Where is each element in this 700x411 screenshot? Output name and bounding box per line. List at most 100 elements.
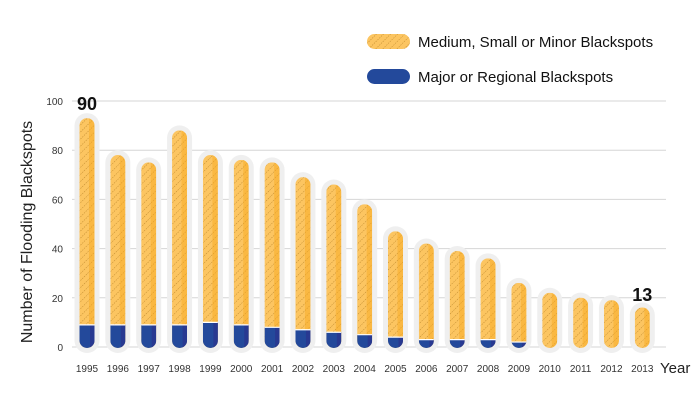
- bar-stack: [202, 155, 218, 348]
- bar-major-2006: [418, 339, 434, 348]
- bar-medium-shade: [428, 243, 434, 348]
- bar-major-2005: [388, 337, 403, 348]
- bar-medium-2004: [357, 204, 373, 348]
- x-tick-label: 2002: [292, 364, 315, 375]
- bar-stack: [634, 307, 650, 348]
- bar-major-shade: [120, 324, 126, 348]
- bar-major-shade: [460, 339, 465, 348]
- bar-medium-shade: [274, 162, 280, 348]
- x-tick-label: 2007: [446, 364, 469, 375]
- x-tick-label: 2001: [261, 364, 284, 375]
- y-tick-label: 60: [52, 195, 64, 206]
- bar-medium-2001: [264, 162, 280, 348]
- bar-stack: [233, 159, 249, 348]
- y-tick-label: 80: [52, 146, 64, 157]
- x-tick-label: 1999: [199, 364, 222, 375]
- x-tick-label: 2010: [539, 364, 562, 375]
- bar-stack: [264, 162, 280, 348]
- data-label: 13: [632, 285, 652, 305]
- bar-medium-shade: [520, 282, 527, 348]
- bar-stack: [603, 300, 619, 348]
- bar-major-shade: [275, 327, 280, 348]
- bar-stack: [326, 184, 342, 348]
- x-tick-label: 1995: [76, 364, 99, 375]
- bar-major-shade: [244, 324, 249, 348]
- legend-label-major: Major or Regional Blackspots: [418, 69, 613, 86]
- x-tick-label: 2004: [354, 364, 377, 375]
- bar-medium-shade: [89, 118, 95, 348]
- bar-medium-shade: [613, 300, 619, 348]
- bar-stack: [295, 177, 311, 348]
- bar-medium-2009: [511, 282, 527, 348]
- bar-medium-shade: [335, 184, 342, 348]
- bar-stack: [449, 250, 465, 348]
- legend: Medium, Small or Minor Blackspots Major …: [367, 34, 653, 86]
- bar-stack: [511, 282, 527, 348]
- bar-medium-1998: [172, 130, 188, 348]
- bar-medium-1995: [79, 118, 95, 348]
- bar-stack: [573, 297, 589, 348]
- legend-swatch-medium: [367, 34, 410, 49]
- x-tick-label: 2011: [570, 364, 592, 375]
- x-tick-label: 2009: [508, 364, 531, 375]
- x-axis-label: Year: [660, 360, 690, 377]
- bar-medium-1999: [202, 155, 218, 348]
- y-tick-label: 20: [52, 294, 64, 305]
- bars: [74, 113, 655, 354]
- bar-medium-2010: [542, 292, 558, 348]
- bar-major-2008: [480, 339, 496, 348]
- x-tick-label: 2013: [631, 364, 654, 375]
- annotations: 90 13: [77, 94, 652, 305]
- bar-major-shade: [367, 334, 373, 348]
- bar-major-shade: [521, 342, 527, 348]
- bar-stack: [79, 118, 95, 348]
- bar-stack: [110, 155, 126, 348]
- x-tick-label: 2003: [323, 364, 346, 375]
- bar-medium-2007: [449, 250, 465, 348]
- bar-medium-shade: [459, 250, 465, 348]
- bar-medium-2003: [326, 184, 342, 348]
- bar-stack: [357, 204, 373, 348]
- bar-medium-shade: [150, 162, 157, 348]
- bar-medium-shade: [181, 130, 188, 348]
- bar-major-2007: [449, 339, 465, 348]
- bar-medium-2008: [480, 258, 496, 348]
- bar-medium-shade: [243, 159, 249, 348]
- bar-medium-shade: [490, 258, 496, 348]
- bar-major-shade: [429, 339, 434, 348]
- x-tick-label: 2005: [384, 364, 407, 375]
- bar-major-shade: [90, 324, 95, 348]
- bar-medium-1997: [141, 162, 157, 348]
- bar-medium-shade: [397, 231, 403, 348]
- bar-major-shade: [398, 337, 403, 348]
- y-tick-label: 40: [52, 245, 64, 256]
- x-tick-label: 2012: [600, 364, 623, 375]
- bar-medium-2000: [233, 159, 249, 348]
- bar-major-shade: [305, 329, 311, 348]
- x-axis-ticks: 1995 1996 1997 1998 1999 2000 2001 2002 2003 2004…: [76, 364, 654, 375]
- x-tick-label: 1996: [107, 364, 130, 375]
- bar-medium-2002: [295, 177, 311, 348]
- bar-major-shade: [182, 324, 188, 348]
- y-tick-label: 0: [57, 343, 63, 354]
- bar-medium-shade: [212, 155, 218, 348]
- bar-medium-1996: [110, 155, 126, 348]
- bar-medium-shade: [119, 155, 126, 348]
- bar-major-shade: [213, 322, 218, 348]
- legend-label-medium: Medium, Small or Minor Blackspots: [418, 34, 653, 51]
- bar-medium-shade: [304, 177, 311, 348]
- x-tick-label: 2008: [477, 364, 500, 375]
- bar-stack: [172, 130, 188, 348]
- x-tick-label: 2006: [415, 364, 438, 375]
- legend-swatch-major: [367, 69, 410, 84]
- y-tick-label: 100: [46, 97, 63, 108]
- bar-medium-shade: [644, 307, 650, 348]
- bar-major-shade: [336, 332, 342, 348]
- bar-medium-shade: [551, 292, 558, 348]
- bar-stack: [418, 243, 434, 348]
- bar-medium-2012: [603, 300, 619, 348]
- bar-stack: [141, 162, 157, 348]
- y-axis-label: Number of Flooding Blackspots: [19, 121, 36, 343]
- x-tick-label: 1997: [138, 364, 161, 375]
